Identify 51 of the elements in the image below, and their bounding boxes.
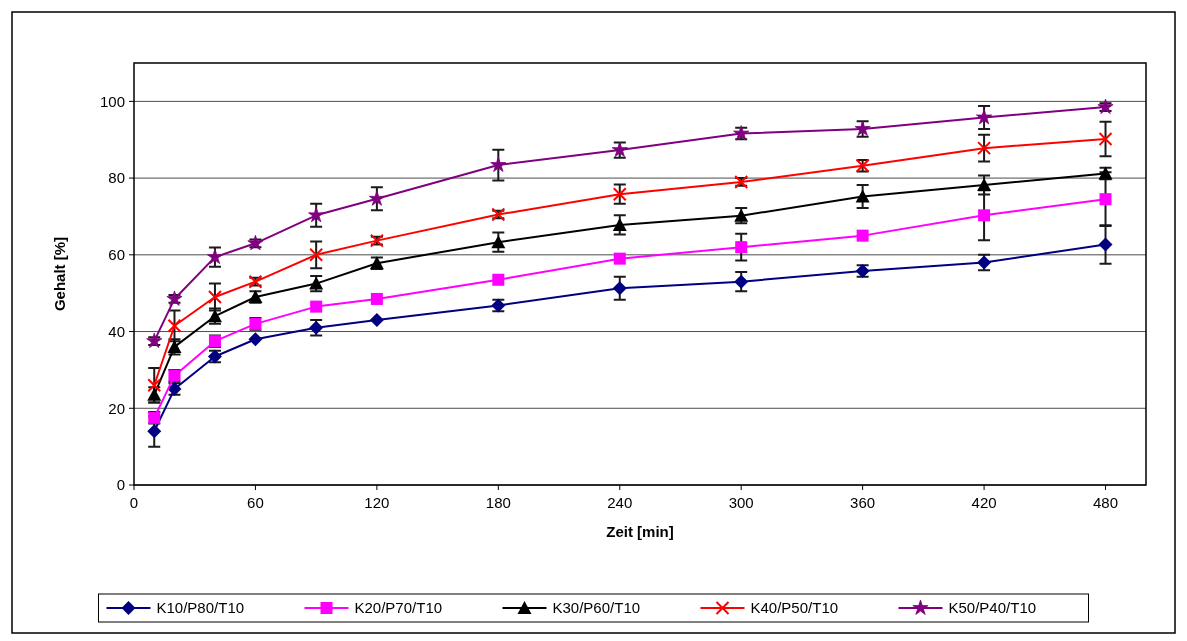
point — [247, 234, 264, 251]
y-axis-title: Gehalt [%] — [51, 236, 68, 312]
point — [735, 241, 748, 254]
y-tick-label: 20 — [108, 399, 125, 417]
y-tick-label: 100 — [99, 92, 125, 110]
x-tick-label: 180 — [485, 494, 511, 511]
x-tick-label: 480 — [1093, 494, 1119, 511]
x-tick-label: 0 — [129, 494, 139, 511]
point — [1098, 131, 1113, 146]
y-tick-label: 40 — [108, 322, 125, 340]
point — [207, 290, 222, 305]
point — [147, 378, 162, 393]
point — [490, 156, 507, 172]
point — [856, 229, 869, 242]
point — [612, 281, 627, 296]
point — [613, 252, 626, 265]
point — [310, 300, 323, 313]
legend-label: K30/P60/T10 — [552, 599, 641, 617]
y-tick-label: 60 — [108, 246, 125, 264]
x-tick-label: 120 — [364, 494, 390, 511]
legend-label: K20/P70/T10 — [354, 599, 443, 617]
point — [978, 209, 991, 222]
point — [368, 190, 385, 206]
point — [1099, 193, 1112, 206]
point — [370, 292, 383, 305]
point — [309, 247, 324, 262]
point — [146, 332, 163, 349]
point — [308, 206, 325, 223]
x-tick-label: 300 — [728, 494, 754, 511]
x-tick-label: 60 — [247, 494, 264, 511]
point — [206, 248, 223, 264]
point — [147, 424, 162, 439]
point — [248, 332, 263, 347]
y-tick-label: 0 — [116, 476, 125, 494]
x-tick-label: 360 — [850, 494, 876, 511]
point — [1098, 237, 1113, 252]
point — [492, 273, 505, 286]
x-tick-label: 420 — [971, 494, 997, 511]
point — [1097, 98, 1114, 114]
x-axis-title: Zeit [min] — [606, 523, 674, 540]
point — [166, 290, 183, 306]
legend-label: K10/P80/T10 — [156, 599, 245, 617]
legend-label: K40/P50/T10 — [750, 599, 839, 617]
point — [167, 318, 182, 333]
y-tick-label: 80 — [108, 169, 125, 187]
point — [855, 189, 870, 203]
point — [976, 109, 993, 125]
point — [977, 141, 992, 156]
x-tick-label: 240 — [607, 494, 633, 511]
legend-label: K50/P40/T10 — [948, 599, 1037, 617]
point — [369, 313, 384, 328]
